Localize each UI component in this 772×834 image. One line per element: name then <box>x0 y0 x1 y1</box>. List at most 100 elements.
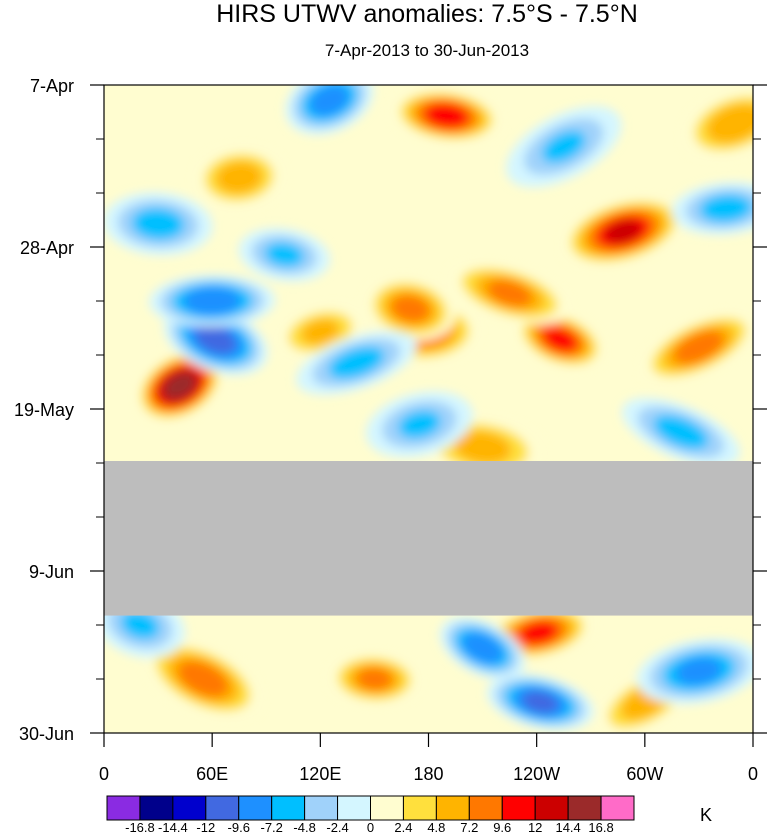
colorbar-label: -2.4 <box>326 820 348 834</box>
anomaly-contour <box>706 104 753 144</box>
anomaly-contour <box>328 346 385 379</box>
colorbar-label: 16.8 <box>588 820 613 834</box>
anomaly-field <box>104 85 753 733</box>
anomaly-contour <box>309 85 350 116</box>
anomaly-contour <box>424 103 469 129</box>
anomaly-contour <box>131 207 185 240</box>
anomaly-blob <box>392 89 501 143</box>
anomaly-contour <box>542 327 578 352</box>
anomaly-blob <box>104 192 213 256</box>
colorbar-label: 9.6 <box>493 820 511 834</box>
colorbar-label: 0 <box>367 820 374 834</box>
anomaly-contour <box>673 330 725 364</box>
anomaly-contour <box>522 691 559 714</box>
colorbar-label: -12 <box>196 820 215 834</box>
y-tick-label: 28-Apr <box>20 238 74 258</box>
colorbar-swatch <box>271 795 306 821</box>
anomaly-blob <box>136 350 223 422</box>
anomaly-contour <box>120 610 160 640</box>
y-tick-label: 30-Jun <box>19 724 74 744</box>
colorbar-swatch <box>337 795 371 821</box>
colorbar-swatch <box>139 795 174 821</box>
colorbar-label: -14.4 <box>158 820 188 834</box>
x-tick-label: 180 <box>413 764 443 784</box>
x-tick-label: 120W <box>513 764 560 784</box>
colorbar-label: 2.4 <box>394 820 412 834</box>
x-tick-label: 0 <box>748 764 758 784</box>
anomaly-blob <box>275 304 366 360</box>
anomaly-blob <box>682 88 753 159</box>
colorbar-label: 4.8 <box>427 820 445 834</box>
colorbar-swatch <box>172 795 207 821</box>
anomaly-contour <box>605 219 642 244</box>
anomaly-blob <box>636 638 753 705</box>
colorbar-swatch <box>501 795 536 821</box>
anomaly-contour <box>163 372 197 400</box>
y-tick-label: 7-Apr <box>30 76 74 96</box>
anomaly-contour <box>264 242 304 268</box>
colorbar-swatch <box>238 795 273 821</box>
anomaly-blob <box>149 274 276 328</box>
colorbar-swatch <box>106 795 141 821</box>
missing-data-band <box>104 461 753 616</box>
anomaly-blob <box>285 85 374 135</box>
chart-subtitle: 7-Apr-2013 to 30-Jun-2013 <box>325 41 529 60</box>
colorbar-swatch <box>370 795 404 821</box>
anomaly-blob <box>328 652 421 706</box>
colorbar-label: -9.6 <box>228 820 250 834</box>
anomaly-contour <box>391 295 430 323</box>
anomaly-contour <box>542 130 586 163</box>
y-tick-label: 9-Jun <box>29 562 74 582</box>
anomaly-blob <box>448 262 571 325</box>
anomaly-blob <box>506 106 622 188</box>
colorbar-swatch <box>435 795 470 821</box>
anomaly-contour <box>487 280 532 307</box>
anomaly-blob <box>144 639 262 719</box>
anomaly-blob <box>365 276 456 341</box>
anomaly-blob <box>296 330 417 395</box>
y-tick-label: 19-May <box>14 400 74 420</box>
anomaly-blob <box>193 145 286 210</box>
anomaly-contour <box>398 410 441 439</box>
colorbar-label: -4.8 <box>293 820 315 834</box>
anomaly-contour <box>195 325 236 354</box>
colorbar-label: -7.2 <box>260 820 282 834</box>
anomaly-contour <box>462 632 504 664</box>
anomaly-contour <box>519 621 558 645</box>
anomaly-contour <box>676 657 722 685</box>
colorbar-label: 12 <box>528 820 542 834</box>
colorbar-label: 14.4 <box>555 820 580 834</box>
anomaly-blob <box>671 182 753 235</box>
x-tick-label: 60E <box>196 764 228 784</box>
colorbar-swatch <box>402 795 437 821</box>
anomaly-contour <box>183 287 241 315</box>
anomaly-contour <box>215 161 263 194</box>
anomaly-contour <box>178 661 229 697</box>
anomaly-blob <box>238 228 330 282</box>
colorbar-swatch <box>468 795 503 821</box>
colorbar-swatch <box>567 795 602 821</box>
colorbar-swatch <box>534 795 569 821</box>
colorbar-label: -16.8 <box>125 820 155 834</box>
anomaly-blob <box>366 391 473 458</box>
colorbar-label: 7.2 <box>460 820 478 834</box>
anomaly-blob <box>640 311 753 383</box>
colorbar-swatch <box>304 795 339 821</box>
anomaly-contour <box>699 194 753 223</box>
plot-area <box>104 85 753 733</box>
anomaly-contour <box>653 414 709 450</box>
x-tick-label: 0 <box>99 764 109 784</box>
colorbar-swatch <box>600 795 635 821</box>
colorbar-swatch <box>205 795 240 821</box>
axes: 7-Apr 28-Apr 19-May 9-Jun 30-Jun 0 60E 120E 180 1… <box>14 76 767 784</box>
anomaly-contour <box>453 431 512 464</box>
anomaly-blob <box>622 397 740 467</box>
anomaly-blob <box>516 310 605 369</box>
anomaly-contour <box>356 667 393 691</box>
x-tick-label: 60W <box>626 764 663 784</box>
x-tick-label: 120E <box>299 764 341 784</box>
chart-title: HIRS UTWV anomalies: 7.5°S - 7.5°N <box>216 0 638 28</box>
anomaly-blob <box>439 616 526 680</box>
anomaly-blob <box>486 673 594 731</box>
